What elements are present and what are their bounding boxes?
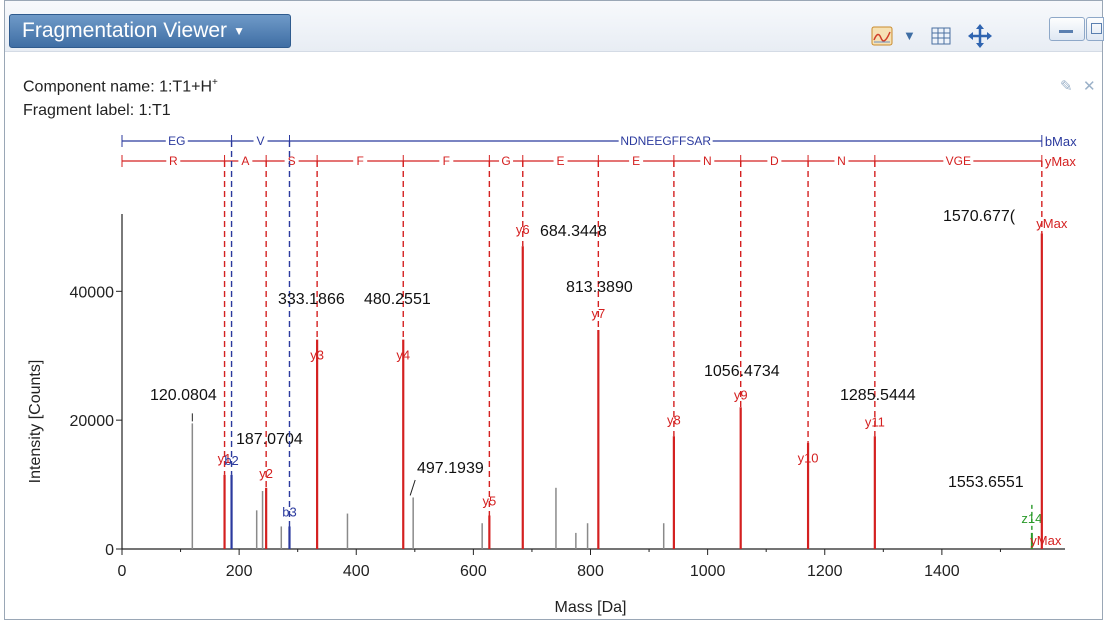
y-ladder-label-bg [166,154,181,167]
mass-label: 187.0704 [236,431,303,448]
table-icon[interactable] [931,27,951,50]
y-ladder-label: E [557,154,565,168]
fragmentation-viewer-panel: Fragmentation Viewer ▼ ▼ [4,0,1104,620]
fragment-label: Fragment label: 1:T1 [23,102,171,119]
mass-label: 120.0804 [150,387,217,404]
b-ladder-label-bg [618,134,713,147]
y-ladder-label: N [837,154,846,168]
y-ladder-label: S [288,154,296,168]
restore-box [1091,23,1102,34]
y-tick-label: 40000 [70,284,115,301]
ion-label-y9: y9 [734,387,748,402]
move-icon-graphic [968,24,992,48]
b-ladder-label: NDNEEGFFSAR [620,134,711,148]
y-ladder-label: D [770,154,779,168]
ion-label-y7: y7 [591,306,605,321]
y-ladder-label: G [501,154,510,168]
component-name-label: Component name: 1:T1+H+ [23,77,218,96]
y-ladder-label: F [357,154,364,168]
chevron-down-icon: ▼ [233,24,245,39]
ion-label-y3: y3 [310,348,324,363]
move-icon[interactable] [967,23,993,54]
x-tick-label: 600 [460,563,487,580]
ion-label-y6: y6 [516,222,530,237]
dropdown-arrow-icon[interactable]: ▼ [903,28,916,43]
b-ladder-label: V [257,134,265,148]
y-ladder-label-bg [700,154,715,167]
y-ladder-label-bg [767,154,782,167]
table-icon-graphic [931,27,951,45]
panel-title-bar: Fragmentation Viewer ▼ ▼ [5,1,1104,54]
mass-label: 1553.6551 [948,474,1024,491]
pin-icon[interactable]: ✎ [1060,78,1073,95]
mass-label: 497.1939 [417,460,484,477]
mass-label: 1056.4734 [704,363,780,380]
mass-label: 333.1866 [278,291,345,308]
y-ladder-label-bg [499,154,514,167]
spectrum-view-icon-graphic [871,26,893,46]
y-ladder-label: A [241,154,249,168]
mass-label: 1285.5444 [840,387,916,404]
x-axis-label: Mass [Da] [554,599,626,616]
b-ladder-label-bg [165,134,188,147]
y-ladder-label: F [443,154,450,168]
spectrum-view-icon[interactable] [871,26,893,46]
restore-icon[interactable] [1086,17,1104,41]
component-name-text: Component name: 1:T1+H [23,78,212,96]
ion-label-y8: y8 [667,412,681,427]
mass-label: 1570.677( [943,208,1016,225]
minimize-icon[interactable] [1049,17,1085,41]
ion-label-yMax-bottom: yMax [1030,533,1062,548]
y-ladder-label-bg [834,154,849,167]
x-tick-label: 400 [343,563,370,580]
y-ladder-label-bg [629,154,644,167]
y-ladder-label: R [169,154,178,168]
y-ladder-label: N [703,154,712,168]
ion-label-y2: y2 [259,466,273,481]
ion-label-y1: y1 [218,451,232,466]
y-ladder-label: VGE [946,154,971,168]
b-ladder-label-bg [253,134,268,147]
ion-label-y4: y4 [396,348,410,363]
panel-title: Fragmentation Viewer [22,19,228,42]
ion-label-b2: b2 [224,453,238,468]
x-tick-label: 1400 [924,563,960,580]
mass-label: 684.3448 [540,223,607,240]
y-ladder-label: E [632,154,640,168]
y-ladder-label-bg [353,154,368,167]
ion-label-b3: b3 [282,504,296,519]
y-ladder-label-bg [238,154,253,167]
y-ladder-end-label: yMax [1045,154,1077,169]
y-ladder-label-bg [943,154,974,167]
x-tick-label: 1200 [807,563,843,580]
ion-label-y5: y5 [482,494,496,509]
fragmentation-viewer-menu-button[interactable]: Fragmentation Viewer ▼ [9,14,291,48]
minimize-bar [1059,30,1073,33]
b-ladder-end-label: bMax [1045,134,1077,149]
x-tick-label: 0 [118,563,127,580]
ion-label-z14: z14 [1021,511,1042,526]
y-ladder-label-bg [553,154,568,167]
x-tick-label: 1000 [690,563,726,580]
y-tick-label: 0 [105,542,114,559]
ion-label-yMax-top: yMax [1036,216,1068,231]
x-tick-label: 200 [226,563,253,580]
mass-label: 813.3890 [566,279,633,296]
close-icon[interactable]: ✕ [1083,78,1096,95]
ion-label-y11: y11 [865,414,885,429]
y-ladder-label-bg [439,154,454,167]
x-tick-label: 800 [577,563,604,580]
mass-label-leader [409,479,416,496]
mass-label: 480.2551 [364,291,431,308]
y-tick-label: 20000 [70,413,115,430]
y-axis-label: Intensity [Counts] [27,360,44,484]
component-name-charge: + [212,77,218,88]
ion-label-y10: y10 [798,451,819,466]
y-ladder-label-bg [284,154,299,167]
b-ladder-label: EG [168,134,185,148]
